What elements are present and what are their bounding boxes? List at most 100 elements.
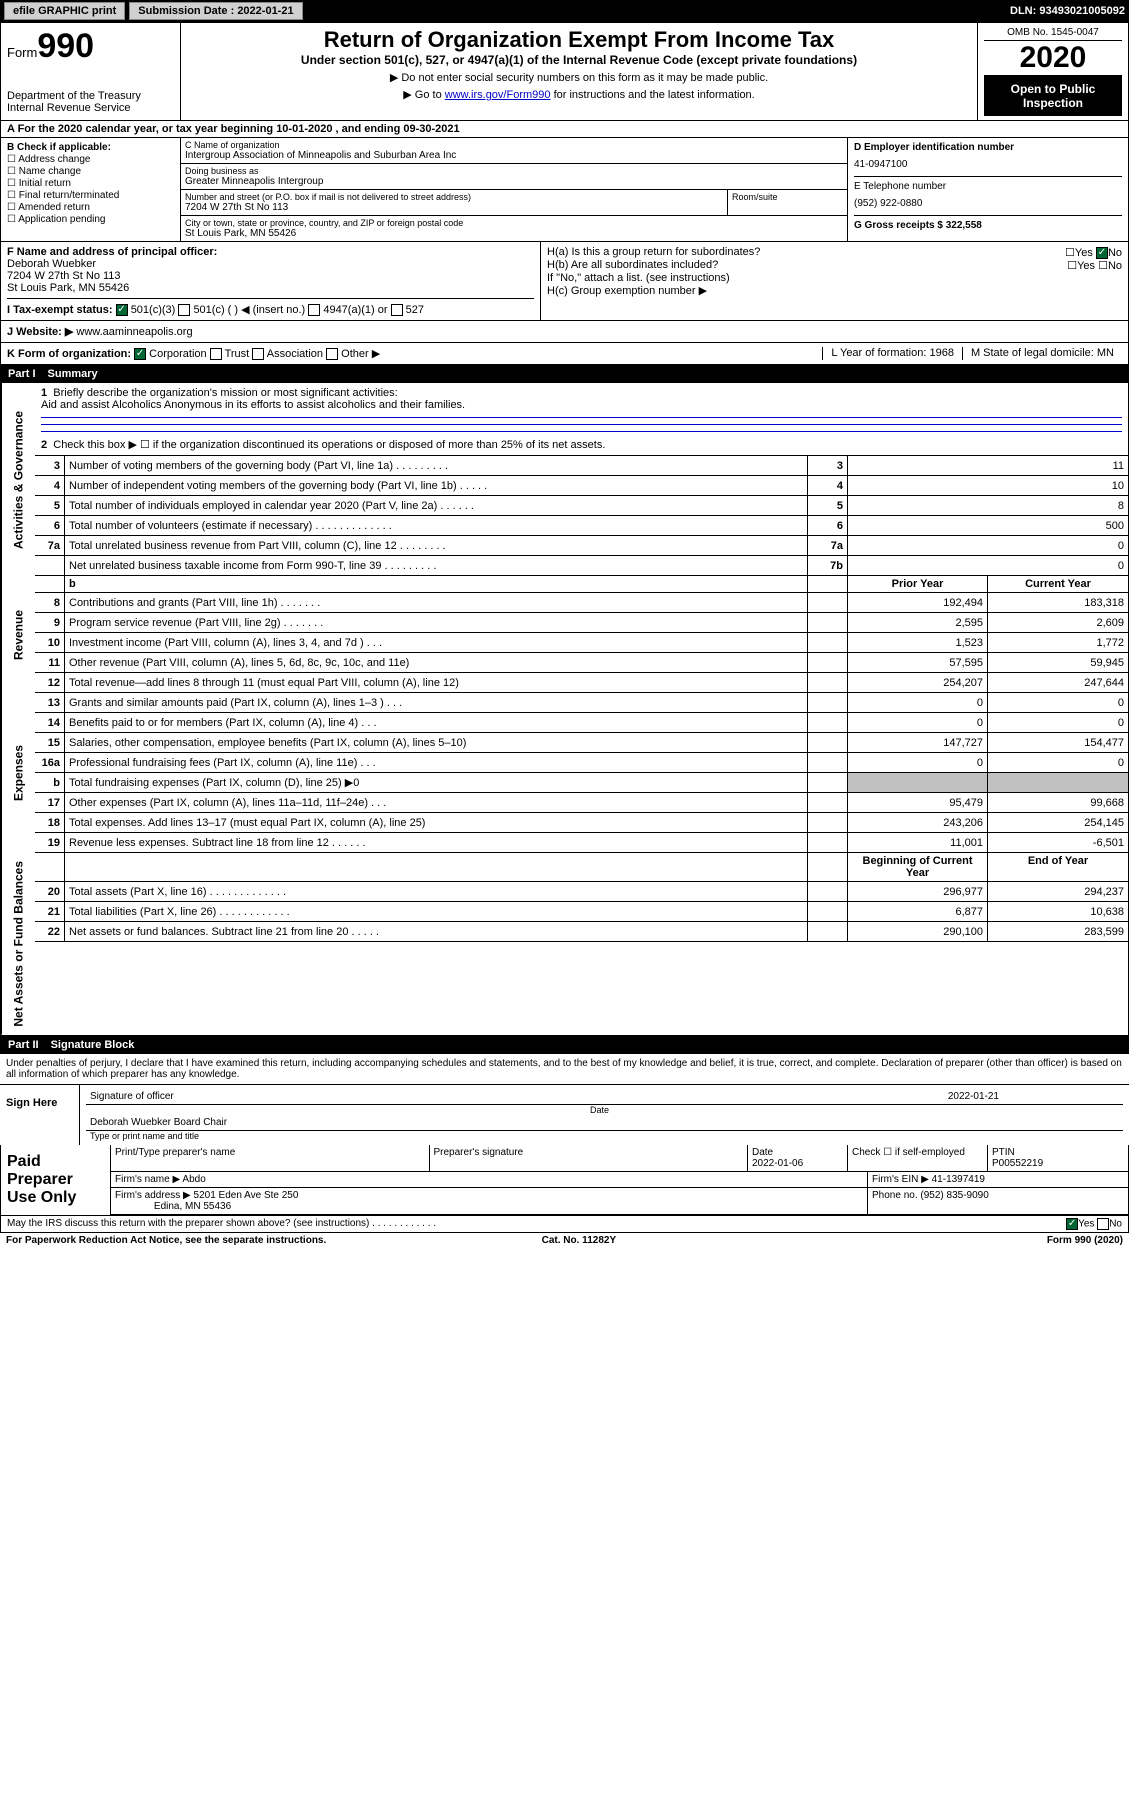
check-ha-no[interactable]: ✓ xyxy=(1096,247,1108,259)
header-row-begin-end: Beginning of Current YearEnd of Year xyxy=(35,853,1128,882)
room-suite: Room/suite xyxy=(727,190,847,216)
form-number-block: Form990 Department of the Treasury Inter… xyxy=(1,23,181,120)
table-row: 22Net assets or fund balances. Subtract … xyxy=(35,922,1128,942)
table-row: 10Investment income (Part VIII, column (… xyxy=(35,633,1128,653)
summary-table: Activities & Governance 1 Briefly descri… xyxy=(0,383,1129,1036)
check-applicable: B Check if applicable: ☐ Address change … xyxy=(1,138,181,241)
year-box: OMB No. 1545-0047 2020 Open to Public In… xyxy=(978,23,1128,120)
group-return-block: H(a) Is this a group return for subordin… xyxy=(541,242,1128,320)
tax-year: 2020 xyxy=(984,41,1122,76)
form-header: Form990 Department of the Treasury Inter… xyxy=(0,22,1129,121)
check-name-change[interactable]: ☐ Name change xyxy=(7,166,174,177)
check-527[interactable] xyxy=(391,304,403,316)
table-row: 9Program service revenue (Part VIII, lin… xyxy=(35,613,1128,633)
city-state-zip: St Louis Park, MN 55426 xyxy=(185,228,843,239)
gross-receipts: G Gross receipts $ 322,558 xyxy=(854,220,982,231)
table-row: 13Grants and similar amounts paid (Part … xyxy=(35,693,1128,713)
paid-preparer-label: Paid Preparer Use Only xyxy=(1,1145,111,1215)
year-formation: L Year of formation: 1968 xyxy=(822,347,962,360)
check-amended-return[interactable]: ☐ Amended return xyxy=(7,202,174,213)
omb-number: OMB No. 1545-0047 xyxy=(984,27,1122,41)
check-discuss-no[interactable] xyxy=(1097,1218,1109,1230)
sig-officer-line: Signature of officer 2022-01-21 xyxy=(86,1089,1123,1105)
check-trust[interactable] xyxy=(210,348,222,360)
perjury-text: Under penalties of perjury, I declare th… xyxy=(0,1054,1129,1084)
table-row: 19Revenue less expenses. Subtract line 1… xyxy=(35,833,1128,853)
ptin-value: P00552219 xyxy=(992,1158,1043,1169)
table-row: 3Number of voting members of the governi… xyxy=(35,456,1128,476)
state-domicile: M State of legal domicile: MN xyxy=(962,347,1122,360)
table-row: bTotal fundraising expenses (Part IX, co… xyxy=(35,773,1128,793)
form-title: Return of Organization Exempt From Incom… xyxy=(187,27,971,53)
org-name: Intergroup Association of Minneapolis an… xyxy=(185,150,843,161)
table-row: 17Other expenses (Part IX, column (A), l… xyxy=(35,793,1128,813)
table-row: 4Number of independent voting members of… xyxy=(35,476,1128,496)
efile-button[interactable]: efile GRAPHIC print xyxy=(4,2,125,20)
firm-addr2: Edina, MN 55436 xyxy=(154,1201,231,1212)
check-discuss-yes[interactable]: ✓ xyxy=(1066,1218,1078,1230)
irs-link[interactable]: www.irs.gov/Form990 xyxy=(445,89,551,101)
street-address: 7204 W 27th St No 113 xyxy=(185,202,723,213)
cat-no: Cat. No. 11282Y xyxy=(542,1235,616,1246)
form-number: 990 xyxy=(37,27,94,65)
part1-header: Part I Summary xyxy=(0,365,1129,383)
header-row-prior-current: bPrior YearCurrent Year xyxy=(35,576,1128,593)
paid-preparer-block: Paid Preparer Use Only Print/Type prepar… xyxy=(0,1145,1129,1216)
officer-name: Deborah Wuebker xyxy=(7,258,96,270)
org-info: C Name of organization Intergroup Associ… xyxy=(181,138,848,241)
prep-row1: Print/Type preparer's name Preparer's si… xyxy=(111,1145,1128,1172)
note-ssn: ▶ Do not enter social security numbers o… xyxy=(187,71,971,84)
sign-here-block: Sign Here Signature of officer 2022-01-2… xyxy=(0,1084,1129,1145)
table-row: 7aTotal unrelated business revenue from … xyxy=(35,536,1128,556)
side-netassets: Net Assets or Fund Balances xyxy=(1,853,35,1035)
city-block: City or town, state or province, country… xyxy=(181,216,847,241)
check-4947[interactable] xyxy=(308,304,320,316)
form-footer: Form 990 (2020) xyxy=(1047,1235,1123,1246)
sig-date: 2022-01-21 xyxy=(948,1091,1119,1102)
row-a: A For the 2020 calendar year, or tax yea… xyxy=(0,121,1129,138)
sign-here-label: Sign Here xyxy=(0,1085,80,1145)
table-row: 15Salaries, other compensation, employee… xyxy=(35,733,1128,753)
side-governance: Activities & Governance xyxy=(1,383,35,576)
discuss-row: May the IRS discuss this return with the… xyxy=(0,1216,1129,1233)
firm-addr1: 5201 Eden Ave Ste 250 xyxy=(194,1190,299,1201)
prep-row3: Firm's address ▶ 5201 Eden Ave Ste 250 E… xyxy=(111,1188,1128,1215)
submission-date-button[interactable]: Submission Date : 2022-01-21 xyxy=(129,2,302,20)
form-label: Form xyxy=(7,45,37,60)
phone-value: (952) 922-0880 xyxy=(854,192,1122,215)
table-row: 8Contributions and grants (Part VIII, li… xyxy=(35,593,1128,613)
section-b: B Check if applicable: ☐ Address change … xyxy=(0,138,1129,242)
check-final-return[interactable]: ☐ Final return/terminated xyxy=(7,190,174,201)
check-address-change[interactable]: ☐ Address change xyxy=(7,154,174,165)
sig-name-line: Deborah Wuebker Board Chair xyxy=(86,1115,1123,1131)
check-association[interactable] xyxy=(252,348,264,360)
ein-value: 41-0947100 xyxy=(854,153,1122,176)
table-row: 5Total number of individuals employed in… xyxy=(35,496,1128,516)
check-other[interactable] xyxy=(326,348,338,360)
check-application-pending[interactable]: ☐ Application pending xyxy=(7,214,174,225)
table-row: 18Total expenses. Add lines 13–17 (must … xyxy=(35,813,1128,833)
table-row: 11Other revenue (Part VIII, column (A), … xyxy=(35,653,1128,673)
header-bar: efile GRAPHIC print Submission Date : 20… xyxy=(0,0,1129,22)
firm-name: Abdo xyxy=(182,1174,205,1185)
mission-text: Aid and assist Alcoholics Anonymous in i… xyxy=(41,399,465,411)
check-corporation[interactable]: ✓ xyxy=(134,348,146,360)
website-value: www.aaminneapolis.org xyxy=(76,326,192,338)
dln-label: DLN: 93493021005092 xyxy=(1010,5,1125,17)
prep-row2: Firm's name ▶ Abdo Firm's EIN ▶ 41-13974… xyxy=(111,1172,1128,1188)
table-row: 14Benefits paid to or for members (Part … xyxy=(35,713,1128,733)
table-row: 16aProfessional fundraising fees (Part I… xyxy=(35,753,1128,773)
org-name-block: C Name of organization Intergroup Associ… xyxy=(181,138,847,164)
addr-block: Number and street (or P.O. box if mail i… xyxy=(181,190,727,216)
check-501c3[interactable]: ✓ xyxy=(116,304,128,316)
principal-officer: F Name and address of principal officer:… xyxy=(1,242,541,320)
form-subtitle: Under section 501(c), 527, or 4947(a)(1)… xyxy=(187,53,971,67)
row-j: J Website: ▶ www.aaminneapolis.org xyxy=(0,321,1129,343)
firm-phone: (952) 835-9090 xyxy=(920,1190,988,1201)
table-row: 20Total assets (Part X, line 16) . . . .… xyxy=(35,882,1128,902)
prep-date: 2022-01-06 xyxy=(752,1158,803,1169)
row-k: K Form of organization: ✓ Corporation Tr… xyxy=(0,343,1129,365)
check-initial-return[interactable]: ☐ Initial return xyxy=(7,178,174,189)
section-f: F Name and address of principal officer:… xyxy=(0,242,1129,321)
check-501c[interactable] xyxy=(178,304,190,316)
